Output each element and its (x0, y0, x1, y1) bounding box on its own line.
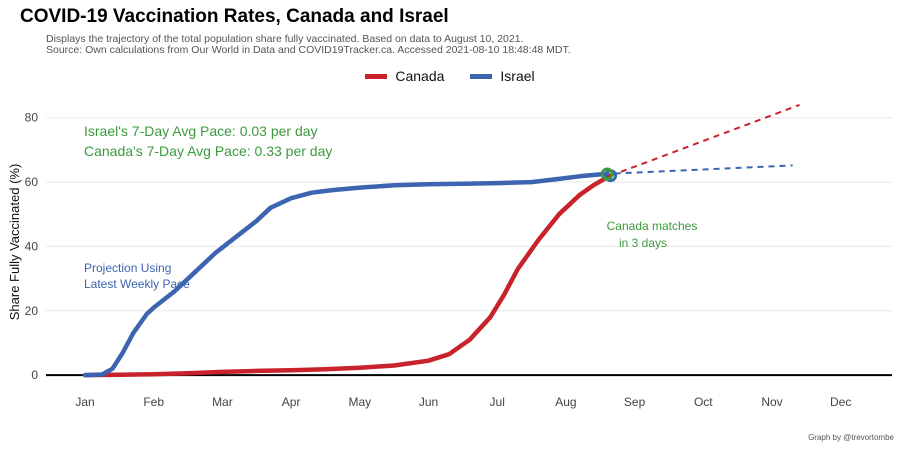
legend-label-canada: Canada (395, 68, 445, 84)
x-tick-label: Mar (212, 395, 233, 409)
chart-subtitle-line-2: Source: Own calculations from Our World … (46, 44, 571, 56)
annotation-match-line-2: in 3 days (619, 236, 667, 250)
x-tick-label: Sep (624, 395, 646, 409)
chart-legend: Canada Israel (0, 68, 900, 84)
x-tick-label: Feb (143, 395, 164, 409)
series-line-canada-projection (610, 103, 800, 177)
series-markers (600, 167, 618, 183)
chart-title: COVID-19 Vaccination Rates, Canada and I… (20, 6, 449, 27)
x-tick-label: Jan (75, 395, 94, 409)
marker-israel (600, 167, 614, 181)
graph-credit: Graph by @trevortombe (808, 433, 894, 442)
legend-label-israel: Israel (500, 68, 535, 84)
y-tick-label: 80 (25, 111, 39, 125)
x-tick-label: Jun (419, 395, 438, 409)
chart-subtitle-line-1: Displays the trajectory of the total pop… (46, 33, 524, 45)
x-tick-label: Apr (282, 395, 301, 409)
x-tick-label: Dec (830, 395, 851, 409)
series-line-israel-projection (603, 164, 793, 175)
legend-item-canada: Canada (365, 68, 444, 84)
annotation-israel-pace: Israel's 7-Day Avg Pace: 0.03 per day (84, 123, 318, 139)
x-tick-label: May (348, 395, 371, 409)
series-lines (82, 103, 800, 378)
legend-item-israel: Israel (470, 68, 535, 84)
legend-swatch-canada (365, 73, 388, 79)
x-tick-label: Jul (490, 395, 505, 409)
x-tick-label: Oct (694, 395, 713, 409)
annotation-projection-line-1: Projection Using (84, 261, 171, 275)
x-tick-label: Aug (555, 395, 576, 409)
y-tick-label: 0 (31, 368, 38, 382)
y-tick-label: 40 (25, 239, 39, 253)
series-line-canada (82, 173, 613, 378)
series-line-israel (82, 171, 606, 378)
x-tick-label: Nov (761, 395, 782, 409)
annotation-projection-line-2: Latest Weekly Pace (84, 277, 190, 291)
legend-swatch-israel (470, 73, 493, 79)
annotation-canada-pace: Canada's 7-Day Avg Pace: 0.33 per day (84, 143, 332, 159)
y-tick-label: 60 (25, 175, 39, 189)
y-axis-label: Share Fully Vaccinated (%) (7, 164, 22, 321)
x-tick-labels: Jan Feb Mar Apr May Jun Jul Aug Sep Oct Nov Dec (75, 395, 851, 409)
y-tick-label: 20 (25, 304, 39, 318)
y-tick-labels: 0 20 40 60 80 (25, 111, 39, 382)
annotation-match-line-1: Canada matches (607, 219, 698, 233)
